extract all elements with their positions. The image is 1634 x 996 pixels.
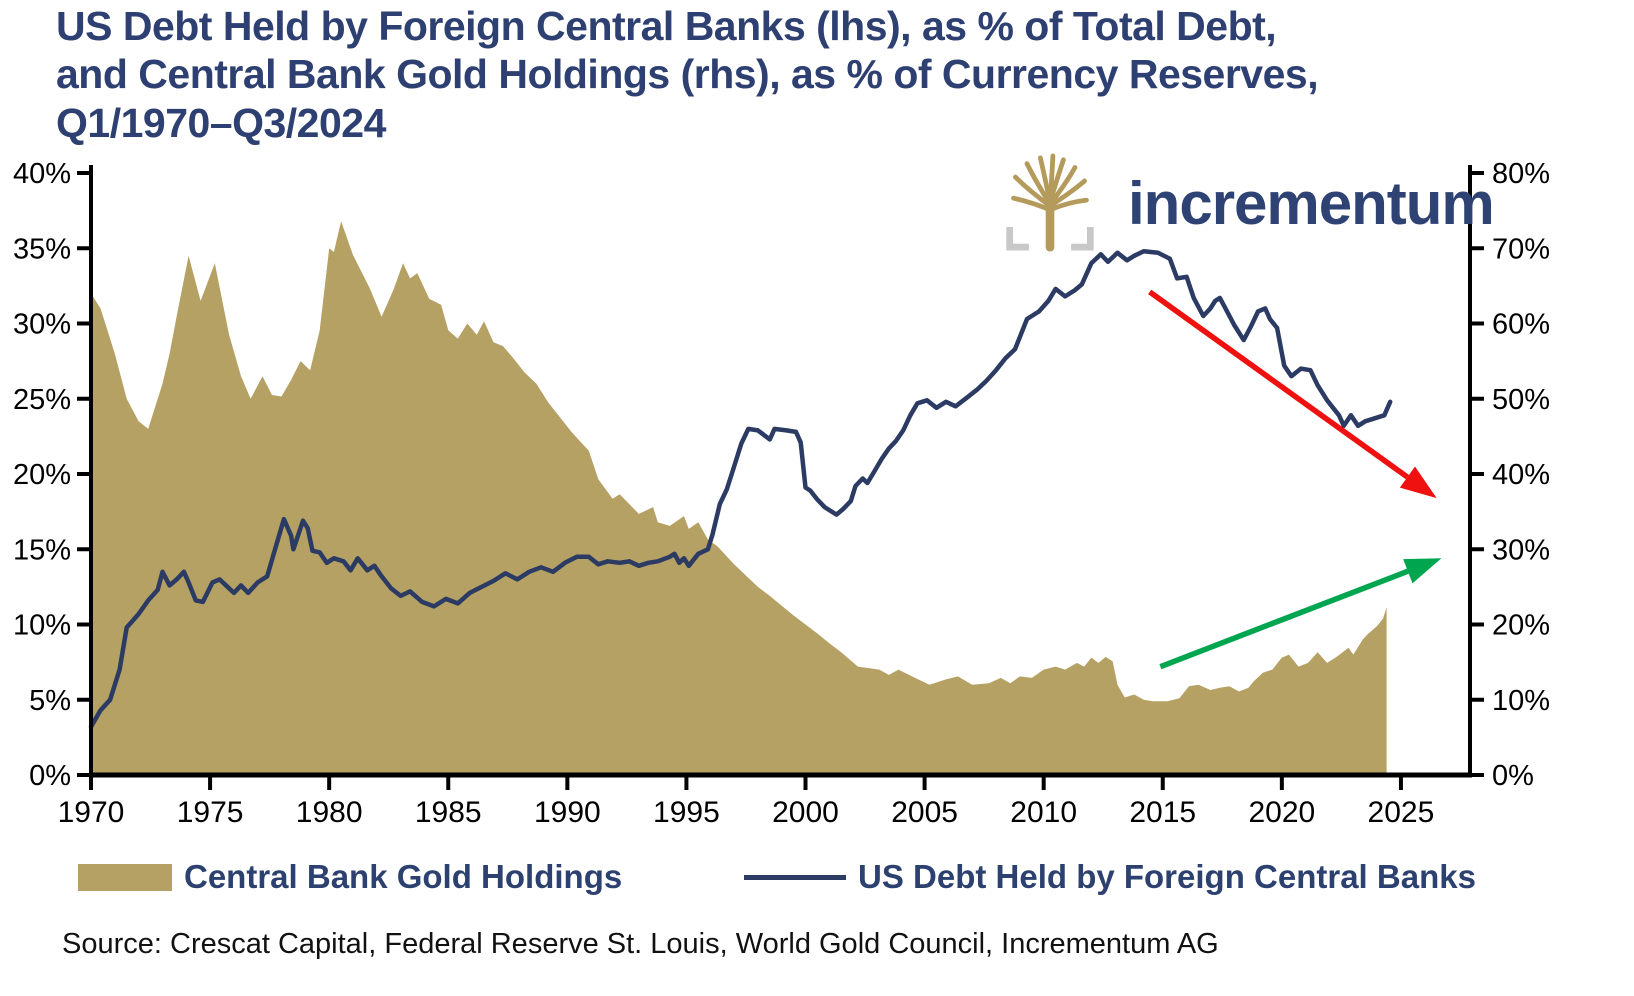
x-axis-tick-label: 2020 (1248, 796, 1315, 829)
brand-logo: incrementum (1002, 152, 1495, 254)
x-axis-tick-label: 2010 (1010, 796, 1077, 829)
left-axis-tick-label: 25% (13, 384, 71, 416)
gold-holdings-area (91, 221, 1387, 775)
legend: Central Bank Gold Holdings US Debt Held … (0, 858, 1634, 898)
left-axis-tick-label: 15% (13, 534, 71, 566)
left-axis-tick-label: 0% (29, 760, 71, 792)
left-axis-tick-label: 40% (13, 158, 71, 190)
left-axis-tick-label: 20% (13, 459, 71, 491)
chart-title: US Debt Held by Foreign Central Banks (l… (56, 3, 1319, 146)
right-axis-tick-label: 20% (1492, 610, 1550, 642)
incrementum-tree-icon (1006, 153, 1094, 252)
legend-line-swatch (744, 875, 846, 880)
left-axis-tick-label: 35% (13, 233, 71, 265)
green-rise-arrow-head (1403, 558, 1442, 584)
left-axis-tick-label: 10% (13, 610, 71, 642)
legend-gold-swatch (78, 864, 172, 891)
x-axis-tick-label: 2025 (1368, 796, 1435, 829)
right-axis-tick-label: 30% (1492, 534, 1550, 566)
us-debt-line (88, 249, 1393, 730)
left-axis-tick-label: 5% (29, 685, 71, 717)
right-axis-tick-label: 50% (1492, 384, 1550, 416)
x-axis-tick-label: 1980 (296, 796, 363, 829)
left-axis-tick-label: 30% (13, 309, 71, 341)
x-axis-tick-label: 1975 (177, 796, 244, 829)
x-axis-tick-label: 1995 (653, 796, 720, 829)
x-axis-tick-label: 1985 (415, 796, 482, 829)
right-axis-tick-label: 80% (1492, 158, 1550, 190)
tree-branches-icon (1011, 153, 1089, 252)
bracket-right-icon (1071, 227, 1094, 251)
right-axis-tick-label: 0% (1492, 760, 1534, 792)
right-axis-tick-label: 70% (1492, 233, 1550, 265)
red-decline-arrow-shaft (1148, 289, 1410, 480)
right-axis-tick-label: 60% (1492, 309, 1550, 341)
x-axis-tick-label: 1990 (534, 796, 601, 829)
source-note: Source: Crescat Capital, Federal Reserve… (62, 928, 1219, 960)
right-axis-tick-label: 10% (1492, 685, 1550, 717)
brand-name: incrementum (1128, 169, 1495, 237)
x-axis-tick-label: 2000 (772, 796, 839, 829)
x-axis-tick-label: 2015 (1129, 796, 1196, 829)
green-rise-arrow-shaft (1159, 568, 1409, 670)
right-axis-tick-label: 40% (1492, 459, 1550, 491)
legend-line-label: US Debt Held by Foreign Central Banks (858, 858, 1476, 895)
legend-gold-label: Central Bank Gold Holdings (184, 858, 623, 895)
x-axis-tick-label: 2005 (891, 796, 958, 829)
bracket-left-icon (1006, 227, 1029, 251)
red-decline-arrow-head (1399, 466, 1437, 499)
x-axis-tick-label: 1970 (58, 796, 125, 829)
